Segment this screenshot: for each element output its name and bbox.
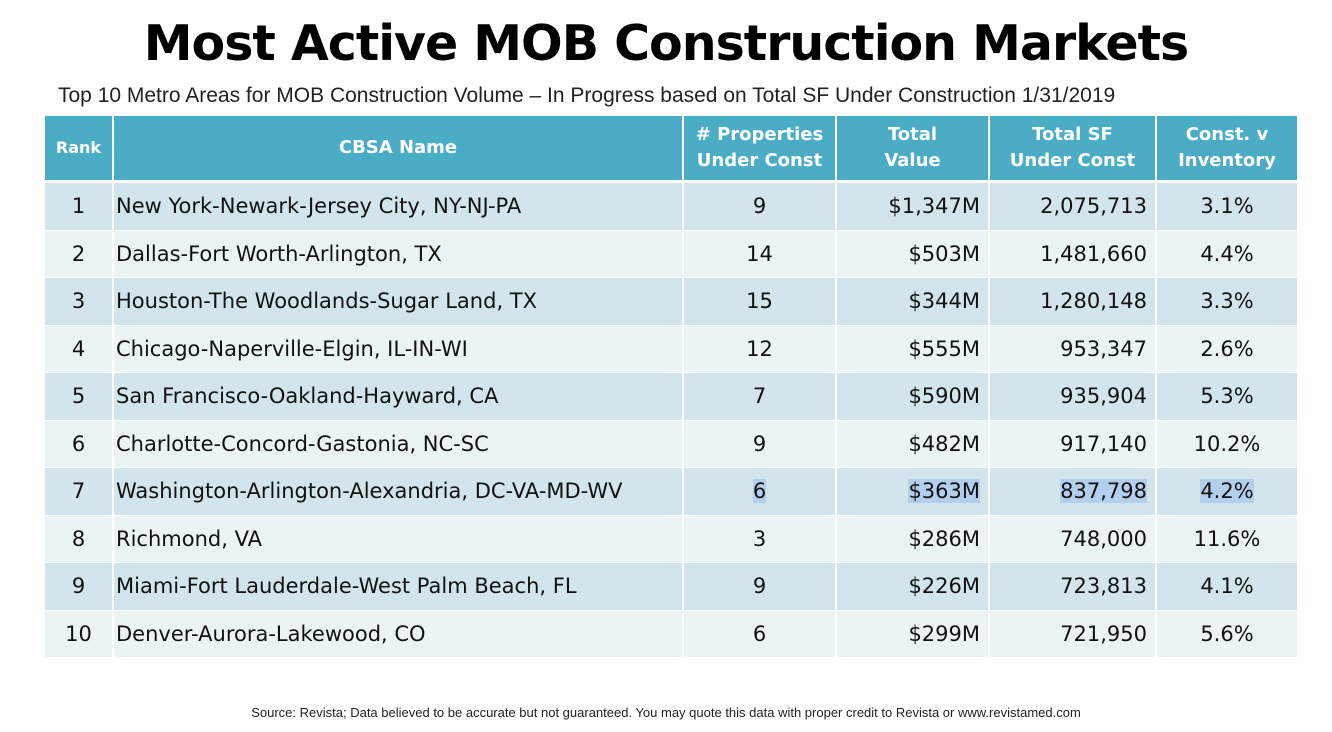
total-value-cell: $299M <box>836 610 990 658</box>
total-sf-cell: 748,000 <box>989 515 1157 563</box>
header-properties: # Properties Under Const <box>683 116 837 183</box>
rank-cell: 5 <box>45 372 114 421</box>
selected-text-highlight[interactable]: 4.2% <box>1200 479 1254 504</box>
header-rank: Rank <box>45 116 114 183</box>
rank-cell: 1 <box>45 181 114 231</box>
table-row: 8 Richmond, VA 3 $286M 748,000 11.6% <box>45 515 1297 563</box>
properties-cell: 3 <box>683 515 837 563</box>
markets-table: Rank CBSA Name # Properties Under Const T… <box>45 116 1297 658</box>
table-row: 10 Denver-Aurora-Lakewood, CO 6 $299M 721,95… <box>45 610 1297 658</box>
total-sf-cell: 1,280,148 <box>989 277 1157 326</box>
const-v-inventory-cell: 11.6% <box>1156 515 1297 563</box>
total-value-cell: $590M <box>836 372 990 421</box>
total-value-cell: $482M <box>836 420 990 468</box>
properties-cell: 9 <box>683 562 837 611</box>
total-value-cell: $226M <box>836 562 990 611</box>
total-value-cell: $555M <box>836 325 990 373</box>
total-sf-cell: 953,347 <box>989 325 1157 373</box>
rank-cell: 9 <box>45 562 114 611</box>
cbsa-name-cell: Miami-Fort Lauderdale-West Palm Beach, F… <box>113 562 684 611</box>
cbsa-name-cell: Richmond, VA <box>113 515 684 563</box>
table-row: 9 Miami-Fort Lauderdale-West Palm Beach, … <box>45 562 1297 611</box>
const-v-inventory-cell: 3.1% <box>1156 181 1297 231</box>
source-note: Source: Revista; Data believed to be acc… <box>251 705 1081 720</box>
rank-cell: 8 <box>45 515 114 563</box>
page-title: Most Active MOB Construction Markets <box>143 15 1189 72</box>
const-v-inventory-cell: 2.6% <box>1156 325 1297 373</box>
total-value-cell: $286M <box>836 515 990 563</box>
total-value-cell: $1,347M <box>836 181 990 231</box>
properties-cell: 12 <box>683 325 837 373</box>
subtitle: Top 10 Metro Areas for MOB Construction … <box>58 84 1116 107</box>
cbsa-name-cell: San Francisco-Oakland-Hayward, CA <box>113 372 684 421</box>
rank-cell: 2 <box>45 230 114 278</box>
table-row: 2 Dallas-Fort Worth-Arlington, TX 14 $503M 1… <box>45 230 1297 278</box>
total-value-cell: $344M <box>836 277 990 326</box>
properties-cell: 6 <box>683 467 837 516</box>
properties-cell: 9 <box>683 420 837 468</box>
header-label-line: Value <box>884 150 941 171</box>
header-label-line: Total SF <box>1032 124 1113 145</box>
properties-cell: 14 <box>683 230 837 278</box>
const-v-inventory-cell: 3.3% <box>1156 277 1297 326</box>
rank-cell: 3 <box>45 277 114 326</box>
properties-cell: 15 <box>683 277 837 326</box>
header-label-line: Const. v <box>1185 124 1269 145</box>
header-total-value: Total Value <box>836 116 990 183</box>
const-v-inventory-cell: 4.4% <box>1156 230 1297 278</box>
total-sf-cell: 1,481,660 <box>989 230 1157 278</box>
cbsa-name-cell: Denver-Aurora-Lakewood, CO <box>113 610 684 658</box>
header-label-line: Rank <box>55 138 102 157</box>
table-header-row: Rank CBSA Name # Properties Under Const T… <box>45 116 1297 183</box>
header-label-line: Under Const <box>696 150 823 171</box>
total-value-cell: $363M <box>836 467 990 516</box>
table-row: 5 San Francisco-Oakland-Hayward, CA 7 $590M… <box>45 372 1297 421</box>
cbsa-name-cell: Chicago-Naperville-Elgin, IL-IN-WI <box>113 325 684 373</box>
table-row: 4 Chicago-Naperville-Elgin, IL-IN-WI 12 $55… <box>45 325 1297 373</box>
header-const-v-inventory: Const. v Inventory <box>1156 116 1297 183</box>
table-body: 1 New York-Newark-Jersey City, NY-NJ-PA 9 $… <box>45 181 1297 658</box>
table-row: 6 Charlotte-Concord-Gastonia, NC-SC 9 $482M… <box>45 420 1297 468</box>
total-sf-cell: 721,950 <box>989 610 1157 658</box>
cbsa-name-cell: Dallas-Fort Worth-Arlington, TX <box>113 230 684 278</box>
table-row: 3 Houston-The Woodlands-Sugar Land, TX 15 $… <box>45 277 1297 326</box>
header-label-line: Inventory <box>1178 150 1276 171</box>
properties-cell: 7 <box>683 372 837 421</box>
const-v-inventory-cell: 4.1% <box>1156 562 1297 611</box>
const-v-inventory-cell: 5.3% <box>1156 372 1297 421</box>
properties-cell: 6 <box>683 610 837 658</box>
header-label-line: Under Const <box>1009 150 1136 171</box>
cbsa-name-cell: Charlotte-Concord-Gastonia, NC-SC <box>113 420 684 468</box>
const-v-inventory-cell: 4.2% <box>1156 467 1297 516</box>
header-cbsa-name: CBSA Name <box>113 116 684 183</box>
cbsa-name-cell: Houston-The Woodlands-Sugar Land, TX <box>113 277 684 326</box>
total-value-cell: $503M <box>836 230 990 278</box>
total-sf-cell: 723,813 <box>989 562 1157 611</box>
rank-cell: 4 <box>45 325 114 373</box>
const-v-inventory-cell: 5.6% <box>1156 610 1297 658</box>
rank-cell: 6 <box>45 420 114 468</box>
total-sf-cell: 2,075,713 <box>989 181 1157 231</box>
rank-cell: 7 <box>45 467 114 516</box>
header-label-line: Total <box>887 124 938 145</box>
selected-text-highlight[interactable]: 6 <box>752 479 767 504</box>
total-sf-cell: 935,904 <box>989 372 1157 421</box>
total-sf-cell: 917,140 <box>989 420 1157 468</box>
cbsa-name-cell: New York-Newark-Jersey City, NY-NJ-PA <box>113 181 684 231</box>
properties-cell: 9 <box>683 181 837 231</box>
selected-text-highlight[interactable]: 837,798 <box>1060 479 1147 504</box>
header-label-line: CBSA Name <box>338 137 458 158</box>
header-label-line: # Properties <box>695 124 824 145</box>
rank-cell: 10 <box>45 610 114 658</box>
header-total-sf: Total SF Under Const <box>989 116 1157 183</box>
selected-text-highlight[interactable]: $363M <box>908 479 980 504</box>
table-row: 7 Washington-Arlington-Alexandria, DC-VA-… <box>45 467 1297 516</box>
const-v-inventory-cell: 10.2% <box>1156 420 1297 468</box>
table-row: 1 New York-Newark-Jersey City, NY-NJ-PA 9 $… <box>45 181 1297 231</box>
cbsa-name-cell: Washington-Arlington-Alexandria, DC-VA-M… <box>113 467 684 516</box>
total-sf-cell: 837,798 <box>989 467 1157 516</box>
